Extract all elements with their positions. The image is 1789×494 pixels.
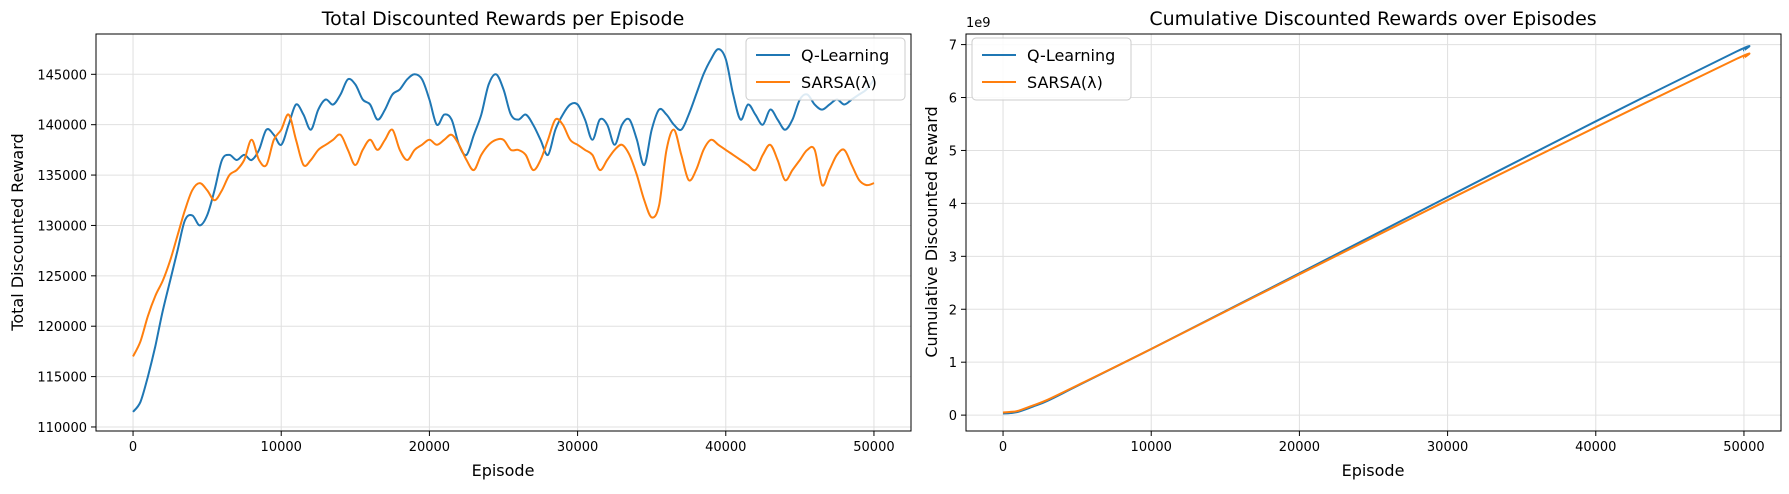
y-tick-label: 135000	[37, 169, 87, 184]
chart-title: Cumulative Discounted Rewards over Episo…	[1149, 8, 1596, 30]
y-tick-label: 120000	[37, 320, 87, 335]
legend-box	[745, 37, 906, 101]
x-tick-label: 30000	[1427, 440, 1468, 455]
y-tick-label: 1	[949, 356, 957, 371]
y-tick-label: 0	[949, 409, 957, 424]
axes-frame	[965, 33, 1782, 432]
y-ticks: 110000 115000 120000 125000 130000 135000 1400…	[37, 68, 96, 436]
y-axis-label: Total Discounted Reward	[8, 133, 27, 331]
legend-label-sarsa: SARSA(λ)	[801, 73, 877, 92]
chart-title: Total Discounted Rewards per Episode	[321, 8, 685, 30]
x-tick-label: 10000	[1131, 440, 1172, 455]
y-tick-label: 5	[949, 144, 957, 159]
x-tick-label: 40000	[705, 440, 746, 455]
x-tick-label: 0	[129, 440, 137, 455]
x-axis-label: Episode	[472, 461, 535, 480]
x-tick-label: 50000	[1723, 440, 1764, 455]
y-axis-label: Cumulative Discounted Reward	[922, 106, 941, 357]
x-tick-label: 30000	[557, 440, 598, 455]
y-tick-label: 115000	[37, 371, 87, 386]
y-tick-label: 4	[949, 197, 957, 212]
y-tick-label: 2	[949, 303, 957, 318]
x-tick-label: 20000	[1279, 440, 1320, 455]
x-ticks: 0 10000 20000 30000 40000 50000	[999, 431, 1765, 455]
legend-label-q-learning: Q-Learning	[801, 46, 889, 65]
x-tick-label: 10000	[261, 440, 302, 455]
y-tick-label: 3	[949, 250, 957, 265]
legend: Q-Learning SARSA(λ)	[745, 37, 906, 101]
legend: Q-Learning SARSA(λ)	[971, 37, 1132, 101]
y-tick-label: 145000	[37, 68, 87, 83]
series-line-sarsa	[132, 113, 875, 357]
y-tick-label: 125000	[37, 270, 87, 285]
x-tick-label: 20000	[409, 440, 450, 455]
series-line-sarsa	[1002, 52, 1751, 414]
x-tick-label: 0	[999, 440, 1007, 455]
legend-box	[971, 37, 1132, 101]
y-tick-label: 6	[949, 92, 957, 107]
x-axis-label: Episode	[1342, 461, 1405, 480]
y-tick-label: 110000	[37, 421, 87, 436]
series-lines	[132, 48, 875, 413]
legend-label-q-learning: Q-Learning	[1027, 46, 1115, 65]
axes-frame	[95, 33, 912, 432]
x-tick-label: 50000	[853, 440, 894, 455]
y-tick-label: 130000	[37, 219, 87, 234]
x-ticks: 0 10000 20000 30000 40000 50000	[129, 431, 895, 455]
y-offset-label: 1e9	[966, 16, 991, 31]
legend-label-sarsa: SARSA(λ)	[1027, 73, 1103, 92]
y-ticks: 0 1 2 3 4 5 6 7	[949, 39, 966, 424]
y-tick-label: 140000	[37, 119, 87, 134]
series-lines	[1002, 44, 1751, 415]
x-tick-label: 40000	[1575, 440, 1616, 455]
y-tick-label: 7	[949, 39, 957, 54]
